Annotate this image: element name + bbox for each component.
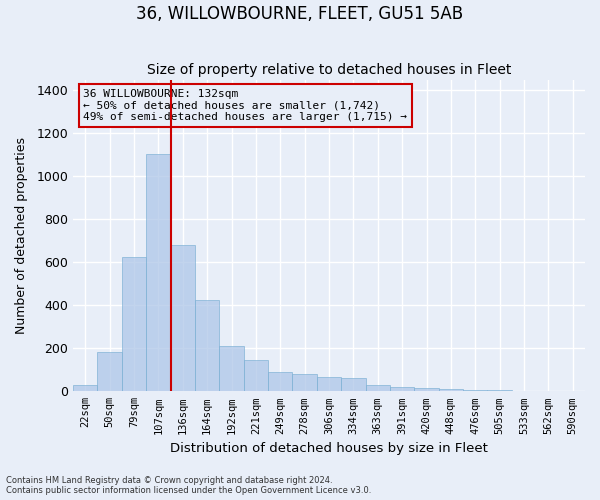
Bar bbox=[487, 390, 512, 392]
Bar bbox=[341, 378, 365, 392]
Bar bbox=[73, 385, 97, 392]
Bar bbox=[292, 374, 317, 392]
Bar bbox=[170, 245, 195, 392]
Bar bbox=[390, 387, 415, 392]
Bar bbox=[97, 352, 122, 392]
Y-axis label: Number of detached properties: Number of detached properties bbox=[15, 137, 28, 334]
Title: Size of property relative to detached houses in Fleet: Size of property relative to detached ho… bbox=[147, 63, 511, 77]
Bar bbox=[317, 376, 341, 392]
Bar bbox=[439, 389, 463, 392]
Bar bbox=[122, 257, 146, 392]
Bar bbox=[512, 390, 536, 392]
Bar bbox=[244, 360, 268, 392]
X-axis label: Distribution of detached houses by size in Fleet: Distribution of detached houses by size … bbox=[170, 442, 488, 455]
Text: 36 WILLOWBOURNE: 132sqm
← 50% of detached houses are smaller (1,742)
49% of semi: 36 WILLOWBOURNE: 132sqm ← 50% of detache… bbox=[83, 89, 407, 122]
Text: 36, WILLOWBOURNE, FLEET, GU51 5AB: 36, WILLOWBOURNE, FLEET, GU51 5AB bbox=[136, 5, 464, 23]
Bar bbox=[365, 385, 390, 392]
Bar bbox=[220, 346, 244, 392]
Bar bbox=[195, 300, 220, 392]
Bar bbox=[146, 154, 170, 392]
Text: Contains HM Land Registry data © Crown copyright and database right 2024.
Contai: Contains HM Land Registry data © Crown c… bbox=[6, 476, 371, 495]
Bar bbox=[268, 372, 292, 392]
Bar bbox=[415, 388, 439, 392]
Bar bbox=[463, 390, 487, 392]
